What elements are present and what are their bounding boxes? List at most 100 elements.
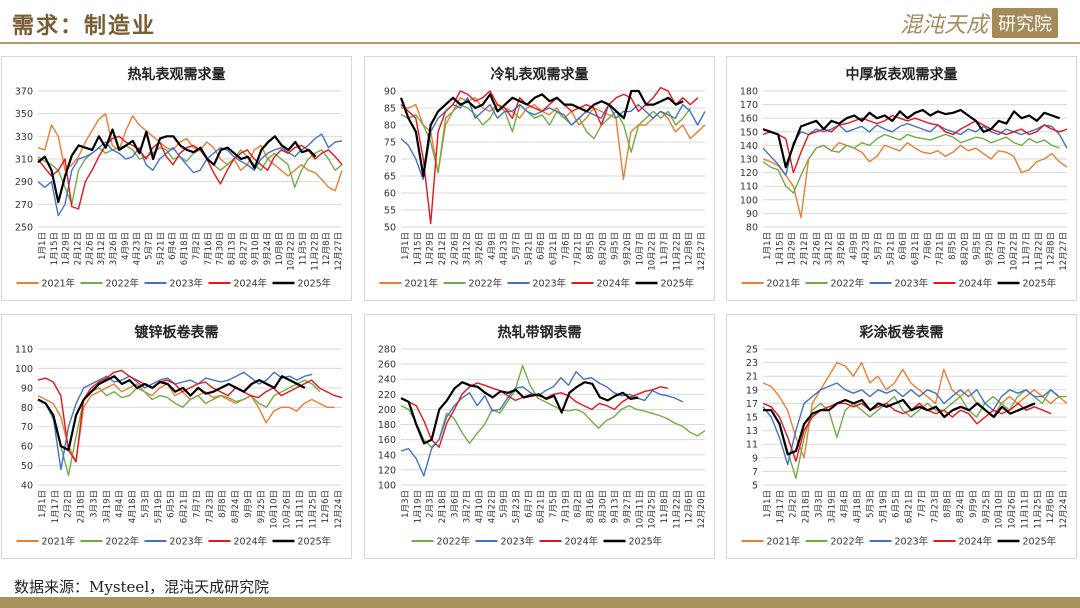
legend-label: 2022年 <box>831 278 865 290</box>
series-line-2025年 <box>763 398 1036 456</box>
x-tick-label: 10月10日 <box>995 490 1005 529</box>
x-tick-label: 1月1日 <box>38 490 48 518</box>
x-tick-label: 8月5日 <box>586 232 596 260</box>
series-line-2024年 <box>37 135 343 210</box>
legend-label: 2024年 <box>565 536 599 548</box>
x-tick-label: 7月7日 <box>917 490 927 518</box>
y-tick-label: 330 <box>15 132 33 143</box>
x-tick-label: 12月8日 <box>1047 232 1057 265</box>
legend-label: 2022年 <box>106 278 140 290</box>
legend-label: 2025年 <box>1023 278 1057 290</box>
y-tick-label: 90 <box>384 87 396 98</box>
x-tick-label: 7月23日 <box>205 490 215 523</box>
x-tick-label: 6月7日 <box>524 490 534 518</box>
x-tick-label: 5月7日 <box>145 232 155 260</box>
y-tick-label: 180 <box>378 420 396 431</box>
x-tick-label: 3月27日 <box>463 490 473 523</box>
x-tick-label: 7月2日 <box>192 232 202 260</box>
x-tick-label: 2月12日 <box>438 232 448 265</box>
x-tick-label: 7月6日 <box>561 232 571 260</box>
y-tick-label: 85 <box>384 104 396 115</box>
header-divider <box>0 42 1080 44</box>
y-tick-label: 160 <box>378 435 396 446</box>
y-tick-label: 160 <box>740 114 758 125</box>
x-tick-label: 3月19日 <box>827 490 837 523</box>
y-tick-label: 75 <box>384 138 396 149</box>
legend-label: 2021年 <box>42 278 76 290</box>
y-tick-label: 120 <box>740 168 758 179</box>
y-tick-label: 100 <box>378 481 396 492</box>
legend-label: 2023年 <box>895 536 929 548</box>
series-line-2023年 <box>37 133 343 217</box>
x-tick-label: 3月26日 <box>837 232 847 265</box>
x-tick-label: 11月22日 <box>1034 232 1044 271</box>
x-tick-label: 7月30日 <box>216 232 226 265</box>
series-line-2025年 <box>37 128 317 204</box>
y-tick-label: 100 <box>15 364 33 375</box>
x-tick-label: 6月6日 <box>899 232 909 260</box>
series-line-2021年 <box>37 113 343 192</box>
chart-svg-4: 镀锌板卷表需 40 50 60 70 80 90 100 110 1月1日 1月17日 2月2日 2月1… <box>15 324 344 548</box>
y-tick-label: 55 <box>384 206 396 217</box>
x-tick-label: 10月26日 <box>283 490 293 529</box>
x-tick-label: 9月9日 <box>969 490 979 518</box>
legend-label: 2025年 <box>661 278 695 290</box>
legend-label: 2025年 <box>629 536 663 548</box>
chart-title: 镀锌板卷表需 <box>135 324 219 341</box>
y-tick-label: 15 <box>746 413 758 424</box>
data-source-note: 数据来源：Mysteel，混沌天成研究院 <box>14 578 270 596</box>
x-tick-label: 12月8日 <box>685 232 695 265</box>
x-tick-label: 8月20日 <box>598 232 608 265</box>
x-tick-label: 4月9日 <box>487 232 497 260</box>
y-tick-label: 50 <box>21 461 33 472</box>
chart-panel-6: 彩涂板卷表需 5 7 9 11 13 15 17 19 21 23 25 1月1日 1月17日 2月2日 2月… <box>726 314 1077 559</box>
x-tick-label: 1月15日 <box>50 232 60 265</box>
x-tick-label: 7月6日 <box>923 232 933 260</box>
x-tick-label: 10月10日 <box>270 490 280 529</box>
x-tick-label: 10月11日 <box>635 490 645 529</box>
y-tick-label: 110 <box>15 345 33 356</box>
x-tick-label: 4月9日 <box>121 232 131 260</box>
x-tick-label: 1月1日 <box>763 490 773 518</box>
x-tick-label: 5月23日 <box>512 490 522 523</box>
x-tick-label: 3月3日 <box>89 490 99 518</box>
x-tick-label: 1月1日 <box>763 232 773 260</box>
x-tick-label: 10月22日 <box>1010 232 1020 271</box>
x-tick-label: 12月8日 <box>322 232 332 265</box>
x-tick-label: 9月20日 <box>623 232 633 265</box>
chart-panel-3: 中厚板表观需求量 80 90 100 110 120 130 140 150 160 170 180 1… <box>726 56 1077 301</box>
x-tick-label: 2月3日 <box>426 490 436 518</box>
x-tick-label: 1月17日 <box>51 490 61 523</box>
y-tick-label: 70 <box>21 422 33 433</box>
series-line-2023年 <box>762 122 1068 177</box>
x-tick-label: 4月23日 <box>133 232 143 265</box>
x-tick-label: 2月2日 <box>64 490 74 518</box>
x-tick-label: 8月2日 <box>574 490 584 518</box>
x-tick-label: 1月1日 <box>401 232 411 260</box>
x-tick-label: 6月5日 <box>167 490 177 518</box>
x-tick-label: 6月6日 <box>537 232 547 260</box>
y-tick-label: 370 <box>15 87 33 98</box>
x-tick-label: 8月13日 <box>227 232 237 265</box>
y-tick-label: 130 <box>740 155 758 166</box>
y-tick-label: 60 <box>384 189 396 200</box>
x-tick-label: 6月21日 <box>537 490 547 523</box>
x-tick-label: 5月21日 <box>156 232 166 265</box>
x-tick-label: 7月19日 <box>561 490 571 523</box>
x-tick-label: 5月19日 <box>879 490 889 523</box>
x-tick-label: 1月29日 <box>788 232 798 265</box>
x-tick-label: 10月7日 <box>635 232 645 265</box>
x-tick-label: 8月5日 <box>948 232 958 260</box>
y-tick-label: 13 <box>746 426 758 437</box>
legend-label: 2024年 <box>234 536 268 548</box>
x-tick-label: 9月9日 <box>244 490 254 518</box>
x-tick-label: 6月18日 <box>180 232 190 265</box>
legend-label: 2023年 <box>533 278 567 290</box>
chart-panel-5: 热轧带钢表需 100 120 140 160 180 200 220 240 260 280 1月3日… <box>364 314 715 559</box>
series-line-2024年 <box>762 402 1052 462</box>
x-tick-label: 2月26日 <box>85 232 95 265</box>
x-tick-label: 5月7日 <box>874 232 884 260</box>
x-tick-label: 3月12日 <box>97 232 107 265</box>
x-tick-label: 1月3日 <box>401 490 411 518</box>
